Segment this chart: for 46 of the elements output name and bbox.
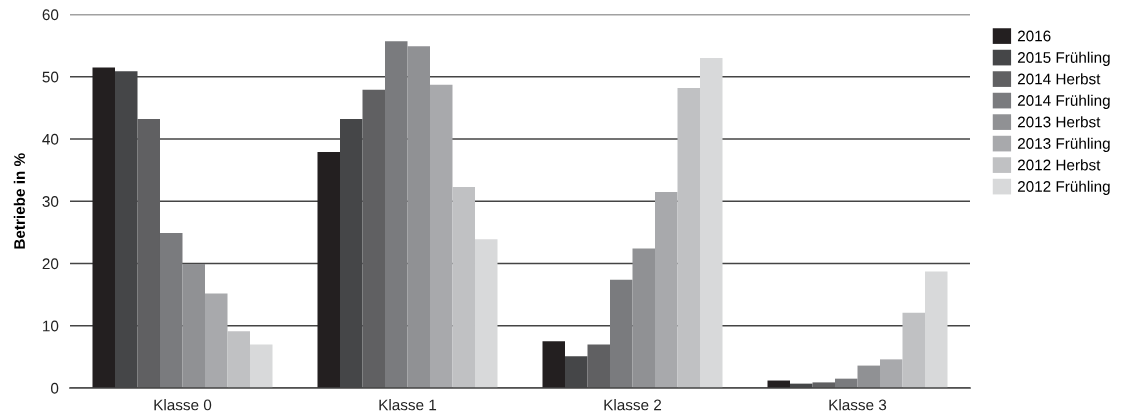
y-tick-label: 50 xyxy=(42,71,59,83)
x-tick-label: Klasse 2 xyxy=(604,399,662,411)
bar xyxy=(430,84,453,388)
bar xyxy=(160,233,183,388)
x-tick-label: Klasse 3 xyxy=(829,399,887,411)
bar xyxy=(205,293,228,388)
legend-label: 2013 Herbst xyxy=(1017,116,1101,128)
bar xyxy=(857,365,880,388)
bar xyxy=(362,89,385,388)
bar xyxy=(250,344,273,388)
bar xyxy=(700,58,723,388)
y-tick-label: 20 xyxy=(42,258,59,270)
bar xyxy=(812,382,835,388)
bar xyxy=(655,191,678,388)
bar xyxy=(475,239,498,388)
legend-label: 2016 xyxy=(1017,30,1051,42)
bar xyxy=(182,264,205,388)
legend-label: 2013 Frühling xyxy=(1017,137,1110,152)
y-axis-title: Betriebe in % xyxy=(13,153,25,249)
bar xyxy=(452,186,475,388)
legend-label: 2014 Frühling xyxy=(1017,94,1110,109)
y-tick-label: 10 xyxy=(43,320,59,332)
y-tick-label: 60 xyxy=(42,9,59,21)
bar xyxy=(677,87,700,388)
x-tick-label: Klasse 0 xyxy=(154,399,212,411)
bar xyxy=(92,67,115,388)
bar xyxy=(587,344,610,388)
bar xyxy=(542,341,565,388)
bar xyxy=(880,359,903,388)
x-tick-label: Klasse 1 xyxy=(379,399,437,411)
legend-label: 2012 Frühling xyxy=(1017,180,1110,195)
legend-label: 2012 Herbst xyxy=(1017,159,1101,171)
bar xyxy=(632,248,655,388)
bar xyxy=(925,271,948,388)
bar xyxy=(385,41,408,388)
bar xyxy=(610,279,633,388)
y-tick-label: 0 xyxy=(50,382,59,394)
legend-label: 2015 Frühling xyxy=(1017,51,1110,66)
bar xyxy=(317,152,340,388)
y-tick-label: 40 xyxy=(42,133,59,145)
bar xyxy=(902,312,925,388)
bar xyxy=(137,119,160,388)
legend-label: 2014 Herbst xyxy=(1017,73,1101,85)
bar xyxy=(407,46,430,388)
bar xyxy=(227,331,250,388)
y-tick-label: 30 xyxy=(42,196,59,207)
